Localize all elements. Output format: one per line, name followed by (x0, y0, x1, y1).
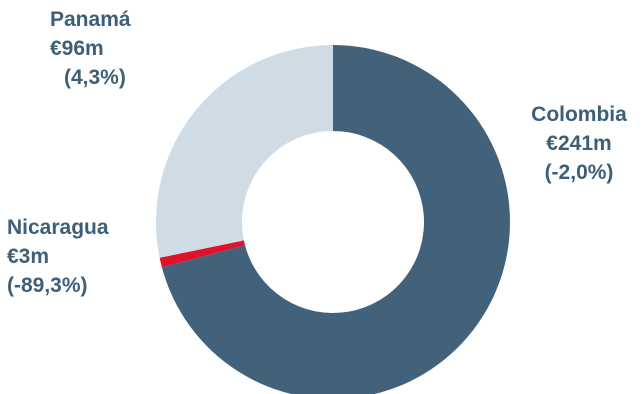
slice-label-panama-name: Panamá (50, 8, 131, 31)
slice-label-nicaragua-change: (-89,3%) (7, 274, 88, 297)
slice-panam (156, 45, 333, 258)
slice-label-panama: Panamá €96m (4,3%) (50, 5, 131, 92)
slice-label-colombia-value: €241m (546, 132, 612, 155)
slice-label-panama-change: (4,3%) (64, 66, 126, 89)
slice-label-colombia-change: (-2,0%) (544, 161, 614, 184)
slice-label-panama-value: €96m (50, 37, 104, 60)
donut-slices (156, 45, 510, 394)
slice-label-nicaragua-name: Nicaragua (7, 216, 109, 239)
slice-label-nicaragua-value: €3m (7, 245, 50, 268)
slice-colombia (161, 45, 510, 394)
slice-nicaragua (159, 240, 246, 268)
slice-label-nicaragua: Nicaragua €3m (-89,3%) (7, 213, 109, 300)
slice-label-colombia-name: Colombia (531, 103, 627, 126)
slice-label-colombia: Colombia €241m (-2,0%) (514, 100, 644, 187)
